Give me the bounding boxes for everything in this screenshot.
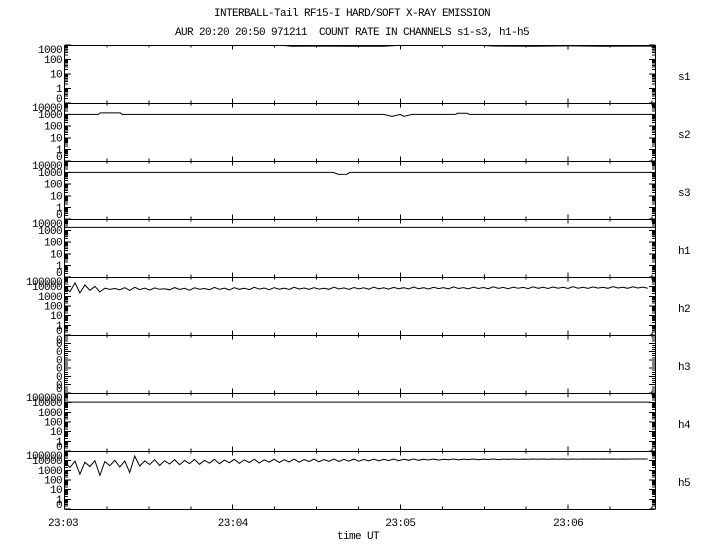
y-tick-label: 1000 — [38, 110, 62, 122]
channel-label-h5: h5 — [678, 478, 690, 490]
x-tick-label: 23:03 — [48, 518, 78, 530]
y-tick-label: 1 — [56, 495, 63, 507]
y-tick-label: 10000 — [32, 282, 62, 294]
y-tick-label: 1000 — [38, 168, 62, 180]
y-tick-label: 1000 — [38, 45, 62, 57]
y-tick-label: 100000 — [26, 451, 62, 463]
channel-label-s2: s2 — [678, 130, 690, 142]
y-tick-label: 10000 — [32, 456, 62, 468]
y-tick-label: 1 — [56, 437, 63, 449]
channel-label-s3: s3 — [678, 188, 690, 200]
y-tick-label: 100000 — [26, 393, 62, 405]
series-s1 — [65, 45, 655, 47]
y-tick-label: 0 — [56, 347, 62, 359]
y-tick-label: 0 — [56, 355, 62, 367]
y-tick-label: 100 — [44, 302, 62, 314]
y-tick-label: 10 — [50, 427, 62, 439]
y-tick-label: 0 — [56, 268, 62, 280]
series-h2 — [65, 281, 648, 295]
y-tick-label: 1000 — [38, 466, 62, 478]
y-tick-label: 10 — [50, 191, 62, 203]
channel-label-h3: h3 — [678, 362, 690, 374]
x-tick-label: 23:05 — [385, 518, 415, 530]
y-tick-label: 1000 — [38, 292, 62, 304]
y-tick-label: 100 — [44, 122, 62, 134]
y-tick-label: 1 — [56, 261, 63, 273]
y-tick-label: 1 — [56, 321, 63, 333]
y-tick-label: 0 — [56, 210, 62, 222]
y-tick-label: 0 — [56, 339, 62, 351]
y-tick-label: 100 — [44, 238, 62, 250]
y-tick-label: 10 — [50, 485, 62, 497]
y-tick-label: 10 — [50, 249, 62, 261]
y-tick-label: 1 — [56, 203, 63, 215]
y-tick-label: 1000 — [38, 226, 62, 238]
y-tick-label: 1 — [56, 145, 63, 157]
y-tick-label: 0 — [56, 384, 62, 396]
channel-label-h1: h1 — [678, 246, 691, 258]
y-tick-label: 100000 — [26, 277, 62, 289]
y-tick-label: 10 — [50, 70, 62, 82]
y-tick-label: 10000 — [32, 103, 62, 115]
y-tick-label: 10000 — [32, 161, 62, 173]
y-tick-label: 0 — [56, 372, 62, 384]
y-tick-label: 0 — [56, 335, 62, 347]
series-s2 — [65, 112, 655, 117]
channel-label-s1: s1 — [678, 72, 691, 84]
y-tick-label: 0 — [56, 326, 62, 338]
y-tick-label: 100 — [44, 418, 62, 430]
y-tick-label: 10 — [50, 311, 62, 323]
x-tick-label: 23:04 — [218, 518, 249, 530]
y-tick-label: 1000 — [38, 408, 62, 420]
page-title: INTERBALL-Tail RF15-I HARD/SOFT X-RAY EM… — [213, 8, 491, 20]
y-tick-label: 1 — [56, 84, 63, 96]
x-axis-title: time UT — [336, 531, 380, 543]
y-tick-label: 100 — [44, 55, 62, 67]
y-tick-label: 0 — [56, 380, 62, 392]
page-subtitle: AUR 20:20 20:50 971211 COUNT RATE IN CHA… — [174, 27, 530, 39]
x-tick-label: 23:06 — [553, 518, 583, 530]
y-tick-label: 0 — [56, 152, 62, 164]
channel-label-h4: h4 — [678, 420, 691, 432]
series-s3 — [65, 171, 655, 175]
y-tick-label: 10000 — [32, 398, 62, 410]
y-tick-label: 100 — [44, 180, 62, 192]
channel-label-h2: h2 — [678, 304, 690, 316]
y-tick-label: 0 — [56, 500, 62, 512]
y-tick-label: 10000 — [32, 219, 62, 231]
y-tick-label: 10 — [50, 133, 62, 145]
y-tick-label: 0 — [56, 442, 62, 454]
series-h5 — [65, 454, 648, 477]
y-tick-label: 0 — [56, 94, 62, 106]
y-tick-label: 0 — [56, 364, 62, 376]
y-tick-label: 100 — [44, 476, 62, 488]
